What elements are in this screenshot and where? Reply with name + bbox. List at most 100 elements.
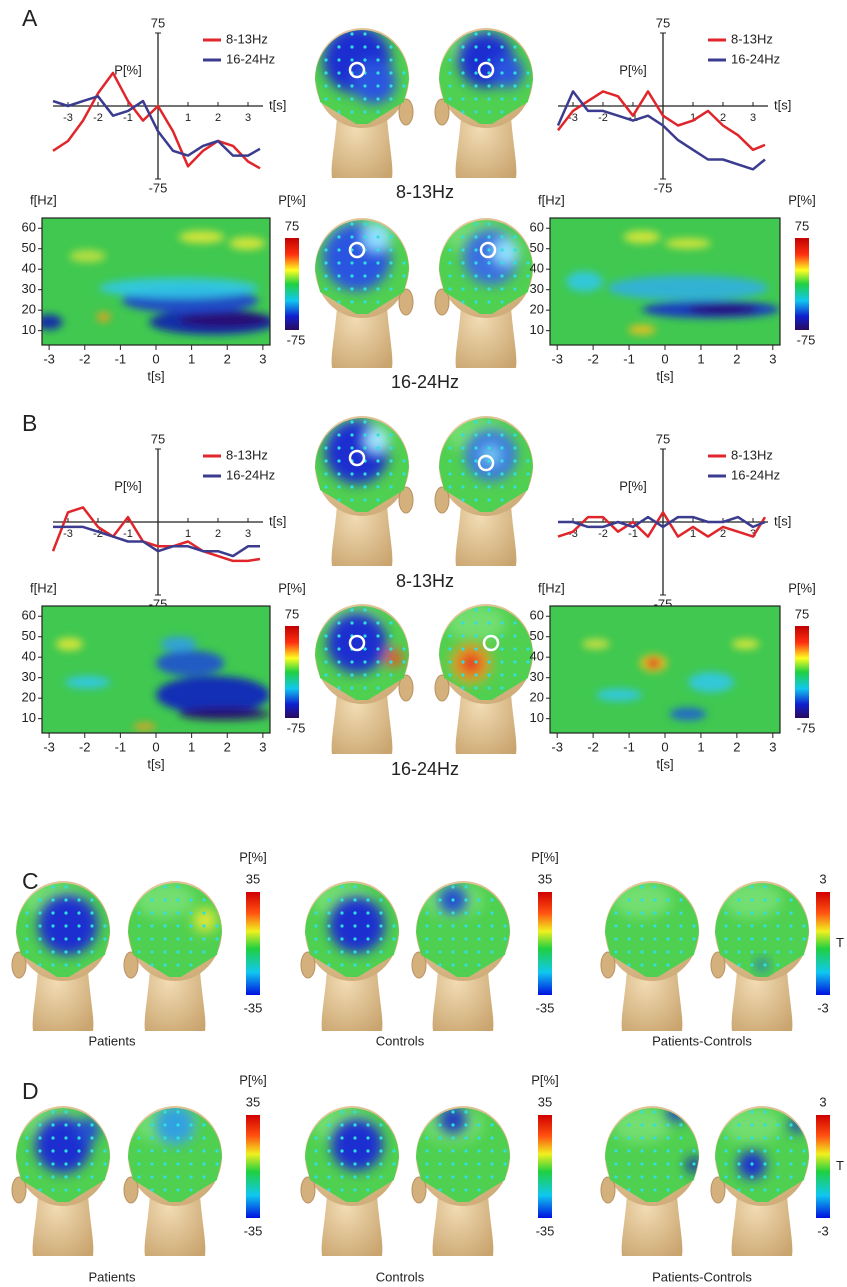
colorbar	[795, 626, 809, 718]
scalp-blob	[193, 908, 217, 932]
electrode	[487, 274, 491, 278]
electrode	[150, 924, 154, 928]
scalp-map	[416, 883, 510, 977]
electrode	[461, 621, 465, 625]
electrode	[327, 924, 331, 928]
x-tick-label: -2	[587, 351, 599, 366]
scalp-map	[128, 1108, 222, 1202]
electrode	[350, 45, 354, 49]
electrode	[314, 1136, 318, 1140]
electrode	[38, 898, 42, 902]
electrode	[150, 950, 154, 954]
electrode	[789, 1175, 793, 1179]
electrode	[366, 1188, 370, 1192]
heatmap-blobs	[55, 636, 270, 731]
x-tick-label: 1	[697, 351, 704, 366]
electrode	[363, 686, 367, 690]
x-tick-label: -2	[587, 739, 599, 754]
x-tick-label: -1	[628, 528, 638, 540]
electrode	[389, 45, 393, 49]
colorbar-tick-label: -75	[287, 332, 306, 347]
electrode	[750, 1123, 754, 1127]
electrode	[163, 937, 167, 941]
ear	[398, 674, 414, 702]
electrode	[474, 433, 478, 437]
electrode	[64, 898, 68, 902]
electrode	[25, 1162, 29, 1166]
electrode	[314, 924, 318, 928]
head-topography	[315, 28, 414, 178]
electrode	[340, 1175, 344, 1179]
heatmap-blobs	[566, 230, 780, 335]
electrode	[451, 950, 455, 954]
electrode	[789, 950, 793, 954]
electrode	[737, 1123, 741, 1127]
electrode	[461, 647, 465, 651]
x-tick-label: 2	[733, 351, 740, 366]
electrode	[363, 485, 367, 489]
electrode	[64, 1136, 68, 1140]
electrode	[653, 1162, 657, 1166]
ear	[434, 98, 450, 126]
electrode	[487, 446, 491, 450]
heatmap-blobs	[42, 230, 270, 335]
electrode	[679, 1175, 683, 1179]
electrode	[64, 963, 68, 967]
electrode	[477, 1123, 481, 1127]
electrode	[461, 686, 465, 690]
electrode	[666, 1175, 670, 1179]
electrode	[389, 459, 393, 463]
electrode	[402, 472, 406, 476]
scalp-blobs	[458, 32, 524, 88]
electrode	[337, 498, 341, 502]
electrode	[474, 446, 478, 450]
electrode	[474, 485, 478, 489]
electrode	[425, 950, 429, 954]
electrode	[340, 1123, 344, 1127]
y-axis-label: f[Hz]	[538, 192, 565, 207]
electrode	[487, 673, 491, 677]
electrode	[438, 950, 442, 954]
heatmap-blob	[69, 249, 106, 263]
electrode	[363, 300, 367, 304]
group-caption: Controls	[376, 1033, 425, 1048]
electrode	[202, 924, 206, 928]
colorbar-tick-label: 35	[538, 1094, 552, 1109]
electrode	[176, 937, 180, 941]
electrode	[176, 1123, 180, 1127]
electrode	[353, 885, 357, 889]
x-tick-label: 2	[224, 351, 231, 366]
electrode	[337, 446, 341, 450]
electrode	[366, 924, 370, 928]
electrode	[137, 1175, 141, 1179]
scalp-blobs	[331, 1119, 383, 1171]
electrode	[750, 950, 754, 954]
electrode	[363, 32, 367, 36]
electrode	[376, 71, 380, 75]
x-tick-label: -3	[568, 112, 578, 124]
electrode	[163, 1188, 167, 1192]
electrode	[150, 1175, 154, 1179]
electrode	[51, 924, 55, 928]
electrode	[353, 1110, 357, 1114]
electrode	[353, 1123, 357, 1127]
electrode	[350, 274, 354, 278]
heatmap-blob	[156, 675, 270, 714]
electrode	[137, 1162, 141, 1166]
electrode	[176, 1149, 180, 1153]
x-tick-label: 0	[661, 739, 668, 754]
ear	[600, 1176, 616, 1204]
electrode	[763, 1136, 767, 1140]
head-topography	[300, 1106, 399, 1256]
electrode	[614, 924, 618, 928]
y-tick-label: 20	[22, 302, 36, 317]
x-tick-label: -1	[115, 351, 127, 366]
electrode	[461, 287, 465, 291]
electrode	[176, 1188, 180, 1192]
colorbar	[816, 1115, 830, 1218]
electrode	[802, 937, 806, 941]
electrode	[474, 420, 478, 424]
head-topography	[11, 1106, 110, 1256]
y-tick-label: 40	[530, 649, 544, 664]
electrode	[653, 1175, 657, 1179]
